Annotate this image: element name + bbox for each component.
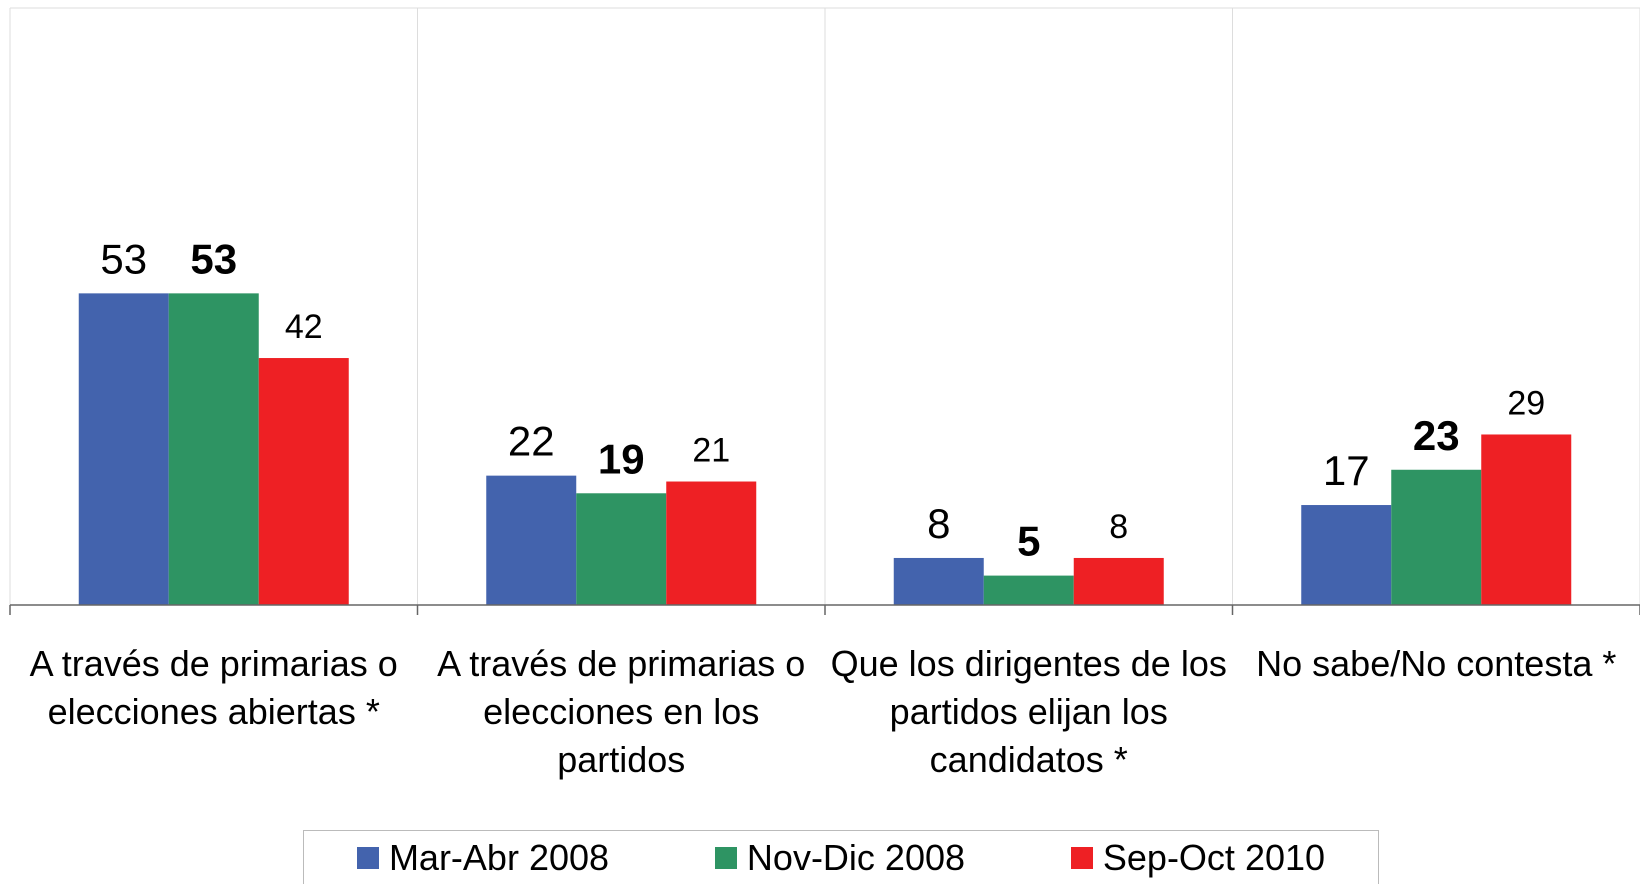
data-label: 29 (1507, 384, 1545, 422)
bar (666, 482, 756, 605)
bar (984, 576, 1074, 605)
legend-item: Nov-Dic 2008 (715, 837, 965, 879)
bar (894, 558, 984, 605)
bar (486, 476, 576, 605)
bar (1074, 558, 1164, 605)
page: {"chart_data": {"type": "bar", "categori… (0, 0, 1640, 884)
data-label: 5 (1017, 518, 1040, 565)
data-label: 22 (508, 418, 555, 465)
data-label: 19 (598, 435, 645, 482)
legend-swatch (1071, 847, 1093, 869)
data-label: 8 (927, 500, 950, 547)
data-label: 53 (100, 235, 147, 282)
bar (79, 293, 169, 605)
data-label: 42 (285, 308, 323, 346)
legend: Mar-Abr 2008 Nov-Dic 2008 Sep-Oct 2010 (303, 830, 1379, 884)
legend-label: Nov-Dic 2008 (747, 837, 965, 879)
x-tick-label: A través de primarias o elecciones abier… (10, 640, 418, 736)
bar (1391, 470, 1481, 605)
x-tick-label: No sabe/No contesta * (1233, 640, 1640, 688)
bar (1301, 505, 1391, 605)
legend-item: Sep-Oct 2010 (1071, 837, 1325, 879)
data-label: 8 (1109, 508, 1128, 546)
data-label: 23 (1413, 412, 1460, 459)
bar (1481, 434, 1571, 605)
data-label: 21 (692, 432, 730, 470)
legend-swatch (715, 847, 737, 869)
legend-label: Mar-Abr 2008 (389, 837, 609, 879)
legend-item: Mar-Abr 2008 (357, 837, 609, 879)
data-label: 53 (190, 235, 237, 282)
bar (259, 358, 349, 605)
data-label: 17 (1323, 447, 1370, 494)
bar (169, 293, 259, 605)
bar (576, 493, 666, 605)
x-tick-label: Que los dirigentes de los partidos elija… (825, 640, 1233, 784)
x-tick-label: A través de primarias o elecciones en lo… (418, 640, 826, 784)
legend-swatch (357, 847, 379, 869)
legend-label: Sep-Oct 2010 (1103, 837, 1325, 879)
